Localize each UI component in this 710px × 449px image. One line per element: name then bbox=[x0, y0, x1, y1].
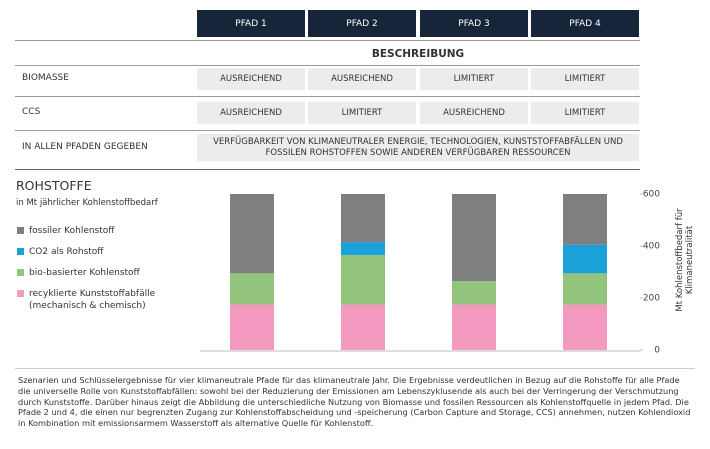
cell: LIMITIERT bbox=[420, 68, 528, 90]
bar-segment bbox=[230, 273, 274, 305]
legend-label: fossiler Kohlenstoff bbox=[29, 226, 115, 236]
column-header: PFAD 2 bbox=[308, 10, 416, 37]
bar-segment bbox=[341, 255, 385, 305]
rule bbox=[15, 65, 640, 66]
legend-item: fossiler Kohlenstoff bbox=[17, 225, 182, 237]
common-cell: VERFÜGBARKEIT VON KLIMANEUTRALER ENERGIE… bbox=[197, 134, 639, 161]
cell: AUSREICHEND bbox=[308, 68, 416, 90]
legend-item: bio-basierter Kohlenstoff bbox=[17, 267, 182, 279]
row-label: IN ALLEN PFADEN GEGEBEN bbox=[22, 142, 148, 152]
legend-swatch bbox=[17, 227, 24, 234]
bar-segment bbox=[563, 194, 607, 245]
y-tick-label: 200 bbox=[643, 294, 660, 304]
bar-segment bbox=[452, 281, 496, 305]
cell: AUSREICHEND bbox=[197, 102, 305, 124]
legend-label: CO2 als Rohstoff bbox=[29, 247, 104, 257]
bar-segment bbox=[341, 194, 385, 243]
legend-swatch bbox=[17, 269, 24, 276]
legend-swatch bbox=[17, 290, 24, 297]
row-label: BIOMASSE bbox=[22, 73, 69, 83]
table-header: BESCHREIBUNG bbox=[371, 48, 465, 60]
caption: Szenarien und Schlüsselergebnisse für vi… bbox=[18, 375, 691, 429]
bar-segment bbox=[452, 304, 496, 350]
bar-segment bbox=[341, 242, 385, 256]
rule bbox=[15, 368, 695, 369]
legend-item: CO2 als Rohstoff bbox=[17, 246, 182, 258]
row-label: CCS bbox=[22, 107, 41, 117]
bar-segment bbox=[563, 273, 607, 305]
bar-segment bbox=[341, 304, 385, 350]
cell: LIMITIERT bbox=[531, 68, 639, 90]
y-tick-label: 0 bbox=[654, 346, 660, 356]
column-header: PFAD 3 bbox=[420, 10, 528, 37]
column-header: PFAD 4 bbox=[531, 10, 639, 37]
column-header: PFAD 1 bbox=[197, 10, 305, 37]
chart-subtitle: in Mt jährlicher Kohlenstoffbedarf bbox=[16, 198, 158, 208]
bar-segment bbox=[230, 194, 274, 274]
legend-label: bio-basierter Kohlenstoff bbox=[29, 268, 140, 278]
rule bbox=[15, 40, 640, 41]
bar-segment bbox=[563, 304, 607, 350]
y-tick-label: 400 bbox=[643, 242, 660, 252]
rule bbox=[15, 130, 640, 131]
y-axis-label: Mt Kohlenstoffbedarf für Klimaneutralitä… bbox=[675, 208, 695, 312]
table: PFAD 1 PFAD 2 PFAD 3 PFAD 4 BIOMASSE AUSREICH… bbox=[0, 0, 710, 170]
cell: AUSREICHEND bbox=[197, 68, 305, 90]
chart-title: ROHSTOFFE bbox=[16, 178, 92, 193]
rule bbox=[15, 169, 640, 170]
legend-label: recyklierte Kunststoffabfälle (mechanisc… bbox=[29, 289, 156, 311]
legend-item: recyklierte Kunststoffabfälle (mechanisc… bbox=[17, 288, 182, 312]
cell: LIMITIERT bbox=[308, 102, 416, 124]
rule bbox=[15, 96, 640, 97]
bar-segment bbox=[452, 194, 496, 282]
legend-swatch bbox=[17, 248, 24, 255]
cell: LIMITIERT bbox=[531, 102, 639, 124]
bar-segment bbox=[230, 304, 274, 350]
y-tick-label: 600 bbox=[643, 190, 660, 200]
chart: 0 200 400 600 bbox=[200, 190, 660, 356]
cell: AUSREICHEND bbox=[420, 102, 528, 124]
bar-segment bbox=[563, 244, 607, 274]
